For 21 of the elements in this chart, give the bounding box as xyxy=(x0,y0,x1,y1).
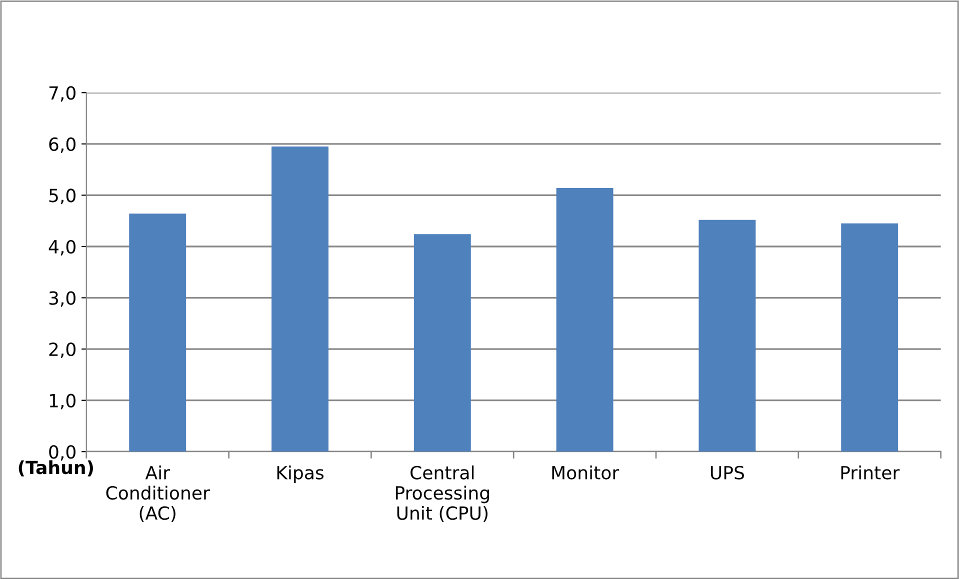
bar xyxy=(556,188,614,452)
bar xyxy=(414,234,471,452)
y-tick-label: 0,0 xyxy=(49,445,76,461)
y-tick-label: 1,0 xyxy=(50,394,76,410)
x-tick-label: Air Conditioner (AC) xyxy=(106,466,210,522)
x-tick-label: Kipas xyxy=(277,466,324,483)
y-tick-label: 6,0 xyxy=(49,137,76,153)
bar xyxy=(841,223,898,452)
x-tick-label: Monitor xyxy=(552,466,620,480)
x-tick-label: Printer xyxy=(841,466,900,480)
y-tick-label: 7,0 xyxy=(49,86,76,102)
y-tick-label: 5,0 xyxy=(49,188,76,204)
y-tick-label: 2,0 xyxy=(49,342,76,358)
bar xyxy=(698,220,756,452)
bar xyxy=(129,214,186,452)
y-axis-title: (Tahun) xyxy=(18,460,93,476)
y-tick-label: 3,0 xyxy=(49,291,76,307)
x-tick-label: UPS xyxy=(710,466,744,480)
x-tick-label: Central Processing Unit (CPU) xyxy=(396,466,489,522)
y-tick-label: 4,0 xyxy=(48,240,76,256)
bar xyxy=(272,146,328,452)
